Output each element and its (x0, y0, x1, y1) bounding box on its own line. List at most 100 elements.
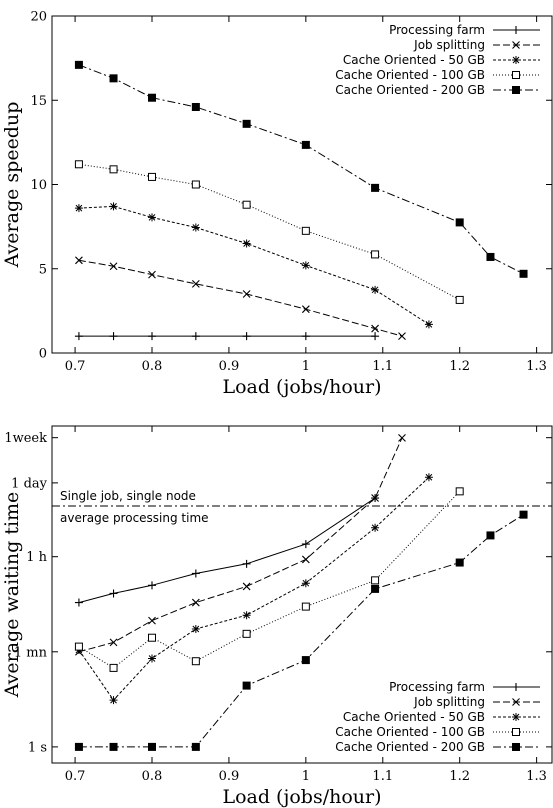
x-tick-label: 0.7 (65, 769, 86, 784)
legend-marker (512, 41, 520, 49)
series-line (78, 514, 524, 748)
series-line (78, 64, 524, 275)
series-line (78, 163, 460, 301)
series-4 (74, 487, 464, 672)
data-point (74, 598, 83, 607)
data-point (242, 629, 251, 638)
data-point (109, 638, 118, 647)
data-point (371, 523, 380, 532)
data-point (398, 332, 406, 341)
data-point (191, 223, 200, 232)
data-point (191, 280, 200, 288)
data-point (301, 332, 310, 341)
data-point (371, 576, 380, 585)
data-point (148, 93, 156, 102)
data-point (148, 633, 156, 642)
legend-marker (512, 26, 520, 34)
data-point (455, 487, 464, 496)
data-point (191, 102, 200, 111)
series-3 (74, 202, 433, 329)
data-point (74, 160, 83, 169)
data-point (301, 226, 310, 235)
data-point (371, 332, 380, 341)
data-point (74, 742, 83, 751)
data-point (109, 165, 118, 174)
legend-marker (512, 683, 520, 691)
data-point (191, 569, 200, 578)
series-line (78, 205, 430, 325)
data-point (371, 584, 380, 593)
data-point (424, 473, 433, 482)
x-tick-label: 1.2 (449, 769, 470, 784)
data-point (75, 256, 83, 265)
series-2 (75, 433, 406, 656)
data-point (148, 742, 156, 751)
data-point (148, 270, 156, 279)
data-point (455, 558, 464, 567)
x-tick-label: 1 (302, 359, 310, 374)
data-point (486, 531, 495, 540)
annotation-line-2: average processing time (60, 511, 209, 525)
legend-marker (512, 71, 520, 79)
legend-label: Cache Oriented - 200 GB (335, 83, 485, 97)
series-1 (74, 332, 380, 341)
x-tick-label: 1.3 (526, 769, 547, 784)
data-point (74, 204, 83, 213)
x-tick-label: 0.8 (142, 359, 163, 374)
x-tick-label: 0.9 (219, 769, 240, 784)
y-tick-label: 1week (4, 431, 47, 446)
data-point (301, 540, 310, 549)
data-point (242, 119, 251, 128)
data-point (191, 742, 200, 751)
data-point (148, 616, 156, 625)
y-axis-title: Average waiting time (1, 492, 23, 699)
data-point (242, 239, 251, 248)
data-point (301, 579, 310, 588)
data-point (109, 663, 118, 672)
data-point (109, 74, 118, 83)
y-tick-label: 20 (30, 10, 47, 25)
y-tick-label: 1 s (28, 740, 47, 755)
chart-panel-1: 0.7 0.8 0.9 1 1.1 1.2 1.3 0 5 10 15 20 Load (jobs/ho… (1, 10, 553, 398)
legend-label: Processing farm (389, 680, 485, 694)
series-2 (75, 256, 406, 341)
data-point (109, 262, 118, 271)
x-tick-label: 1.3 (526, 359, 547, 374)
data-point (109, 589, 118, 598)
data-point (301, 656, 310, 665)
legend-marker (512, 698, 520, 706)
legend-label: Job splitting (413, 38, 485, 52)
y-tick-label: 5 (39, 262, 47, 277)
data-point (148, 654, 156, 663)
data-point (109, 202, 118, 211)
data-point (371, 183, 380, 192)
data-point (148, 332, 156, 341)
data-point (109, 742, 118, 751)
data-point (371, 250, 380, 259)
series-5 (74, 60, 528, 278)
data-point (242, 200, 251, 209)
legend-label: Cache Oriented - 100 GB (335, 68, 485, 82)
data-point (455, 218, 464, 227)
y-tick-label: 1 mn (14, 645, 48, 660)
series-line (78, 476, 430, 701)
data-point (371, 324, 379, 333)
series-line (78, 259, 403, 337)
y-tick-label: 1 h (26, 550, 47, 565)
data-point (191, 625, 200, 634)
y-tick-label: 1 day (11, 476, 47, 491)
data-point (191, 180, 200, 189)
data-point (242, 681, 251, 690)
data-point (301, 140, 310, 149)
data-point (242, 559, 251, 568)
data-point (519, 269, 528, 278)
data-point (242, 582, 251, 591)
data-point (455, 295, 464, 304)
data-point (191, 332, 200, 341)
data-point (242, 332, 251, 341)
legend-marker (512, 743, 520, 751)
y-tick-label: 0 (39, 347, 47, 362)
x-tick-label: 0.8 (142, 769, 163, 784)
y-tick-label: 10 (30, 178, 47, 193)
